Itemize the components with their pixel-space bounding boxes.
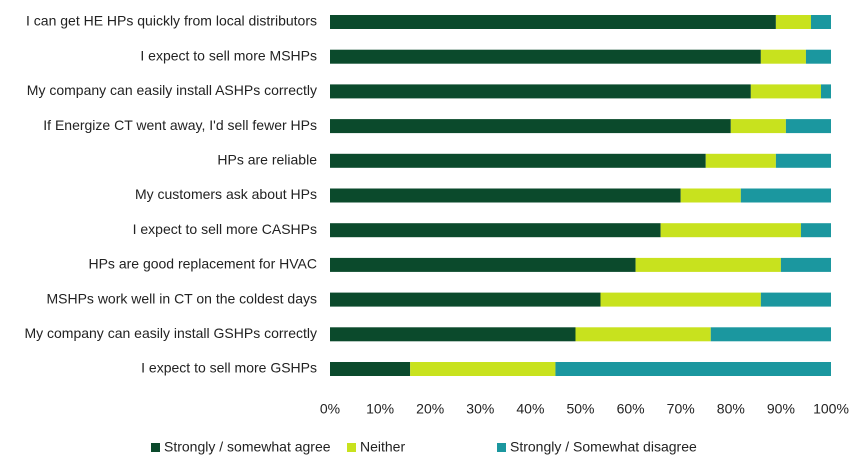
y-tick-label: My company can easily install GSHPs corr… (24, 325, 317, 341)
legend-label: Strongly / Somewhat disagree (510, 439, 697, 455)
bar-segment (330, 119, 731, 134)
y-tick-label: My company can easily install ASHPs corr… (27, 82, 317, 98)
bar-segment (330, 223, 661, 238)
bar-segment (810, 15, 831, 29)
x-tick-label: 20% (416, 401, 444, 417)
bar-segment (680, 188, 741, 203)
x-tick-label: 30% (466, 401, 494, 417)
bar-segment (575, 327, 711, 342)
bar-segment (555, 362, 831, 376)
bar-segment (330, 327, 576, 342)
bar-segment (740, 188, 831, 203)
bar-segment (330, 49, 761, 64)
legend-swatch (347, 443, 356, 452)
bar-segment (330, 153, 706, 168)
x-tick-label: 70% (667, 401, 695, 417)
y-tick-label: I expect to sell more CASHPs (133, 221, 317, 237)
bar-segment (805, 49, 831, 64)
bar-segment (705, 153, 776, 168)
bar-segment (780, 257, 831, 272)
x-tick-label: 80% (717, 401, 745, 417)
bar-segment (660, 223, 801, 238)
bar-segment (600, 292, 761, 307)
bar-segment (330, 15, 776, 29)
bar-segment (330, 188, 681, 203)
bar-segment (330, 292, 601, 307)
legend-label: Strongly / somewhat agree (164, 439, 331, 455)
y-tick-label: My customers ask about HPs (135, 186, 317, 202)
y-tick-label: HPs are reliable (217, 152, 317, 168)
bar-segment (730, 119, 786, 134)
bar-segment (330, 362, 411, 376)
legend-swatch (151, 443, 160, 452)
bar-segment (410, 362, 556, 376)
bar-segment (800, 223, 831, 238)
bar-segment (750, 84, 821, 99)
legend-label: Neither (360, 439, 405, 455)
x-tick-label: 90% (767, 401, 795, 417)
x-tick-label: 50% (566, 401, 594, 417)
legend-swatch (497, 443, 506, 452)
x-tick-label: 0% (320, 401, 340, 417)
bar-segment (330, 257, 636, 272)
x-tick-label: 60% (617, 401, 645, 417)
y-tick-label: I expect to sell more MSHPs (140, 47, 317, 63)
bar-segment (760, 292, 831, 307)
y-tick-label: HPs are good replacement for HVAC (88, 256, 317, 272)
bar-segment (760, 49, 806, 64)
y-tick-label: If Energize CT went away, I'd sell fewer… (43, 117, 317, 133)
x-tick-label: 10% (366, 401, 394, 417)
y-tick-label: I can get HE HPs quickly from local dist… (26, 13, 317, 29)
bar-segment (635, 257, 781, 272)
bar-segment (775, 15, 811, 29)
y-tick-label: I expect to sell more GSHPs (141, 360, 317, 376)
bar-segment (820, 84, 831, 99)
x-tick-label: 100% (813, 401, 849, 417)
bar-segment (710, 327, 831, 342)
x-tick-label: 40% (516, 401, 544, 417)
bar-segment (785, 119, 831, 134)
y-tick-label: MSHPs work well in CT on the coldest day… (46, 290, 317, 306)
bar-segment (775, 153, 831, 168)
bar-segment (330, 84, 751, 99)
